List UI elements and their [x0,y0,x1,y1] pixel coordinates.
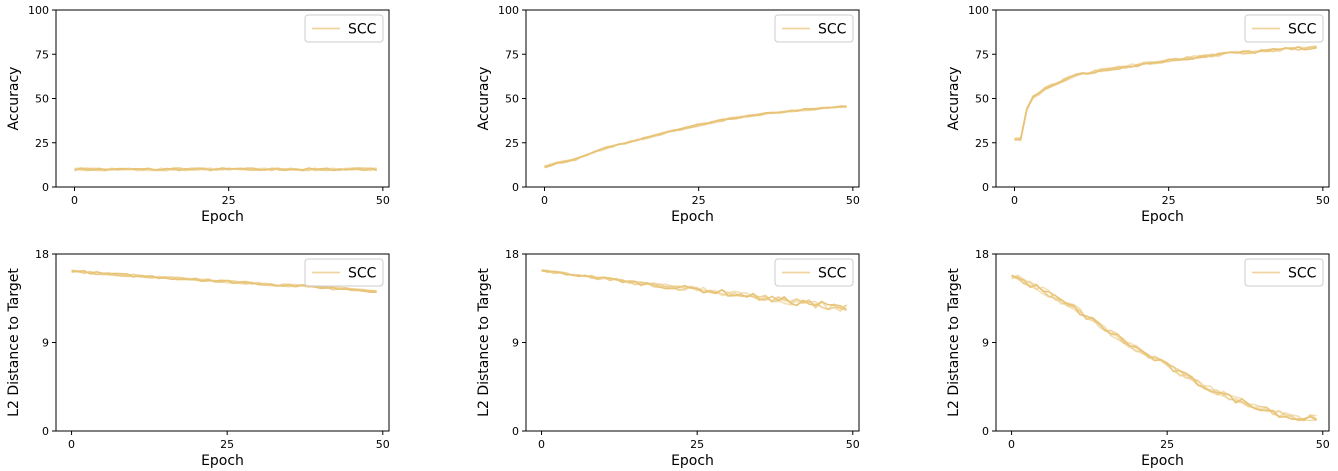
y-tick-label: 9 [982,337,989,350]
y-tick-label: 75 [505,48,519,61]
x-tick-label: 0 [1011,194,1018,207]
y-tick-label: 0 [512,181,519,194]
x-tick-label: 25 [1160,438,1174,451]
x-axis-label: Epoch [671,453,714,469]
x-tick-label: 25 [222,194,236,207]
y-tick-label: 9 [512,337,519,350]
y-tick-label: 50 [975,93,989,106]
y-tick-label: 9 [42,337,49,350]
x-tick-label: 50 [846,438,860,451]
y-tick-label: 0 [982,425,989,438]
x-tick-label: 25 [1162,194,1176,207]
series-line-2-run-5 [544,105,847,168]
series-line-6-run-4 [1011,275,1317,422]
legend-entry: SCC [1288,266,1317,282]
y-tick-label: 0 [982,181,989,194]
chart-panel-1: 0 25 50 0 25 50 75 100 Epoch Accuracy SCC [6,4,390,225]
legend-box [1244,14,1324,43]
y-tick-label: 18 [975,248,989,261]
chart-panel-4: 0 25 50 0 9 18 Epoch L2 Distance to Target SCC [6,248,390,469]
y-tick-label: 0 [42,181,49,194]
x-tick-label: 25 [220,438,234,451]
legend-box [304,14,384,43]
y-axis-label: L2 Distance to Target [476,268,492,417]
x-axis-label: Epoch [1141,453,1184,469]
legend: SCC [1244,258,1324,287]
y-tick-label: 100 [28,4,49,17]
y-tick-label: 75 [975,48,989,61]
legend-entry: SCC [818,22,847,38]
legend: SCC [304,258,384,287]
chart-panel-3: 0 25 50 0 25 50 75 100 Epoch Accuracy SCC [946,4,1330,225]
x-tick-label: 0 [1008,438,1015,451]
y-axis-label: L2 Distance to Target [946,268,962,417]
legend-box [774,258,854,287]
series-line-5-run-5 [541,269,847,312]
y-axis-label: L2 Distance to Target [6,268,22,417]
chart-panel-2: 0 25 50 0 25 50 75 100 Epoch Accuracy SCC [476,4,860,225]
legend-entry: SCC [348,22,377,38]
x-axis-label: Epoch [1141,209,1184,225]
x-tick-label: 50 [1316,438,1330,451]
y-tick-label: 100 [498,4,519,17]
legend-entry: SCC [1288,22,1317,38]
y-tick-label: 25 [505,137,519,150]
legend: SCC [1244,14,1324,43]
series-line-3-run-4 [1014,45,1317,142]
x-axis-label: Epoch [201,209,244,225]
legend: SCC [774,258,854,287]
y-tick-label: 25 [35,137,49,150]
x-tick-label: 0 [68,438,75,451]
x-tick-label: 25 [692,194,706,207]
legend: SCC [774,14,854,43]
series-line-5-run-4 [541,270,847,310]
series-line-4-run-5 [71,269,377,292]
x-axis-label: Epoch [671,209,714,225]
y-tick-label: 25 [975,137,989,150]
series-line-2-run-1 [544,105,847,169]
y-tick-label: 50 [35,93,49,106]
legend-box [304,258,384,287]
x-axis-label: Epoch [201,453,244,469]
chart-panel-5: 0 25 50 0 9 18 Epoch L2 Distance to Target SCC [476,248,860,469]
series-line-1-run-5 [74,167,377,172]
y-axis-label: Accuracy [946,67,962,131]
x-tick-label: 50 [846,194,860,207]
y-tick-label: 18 [505,248,519,261]
y-axis-label: Accuracy [476,67,492,131]
series-line-2-run-4 [544,106,847,167]
y-tick-label: 50 [505,93,519,106]
y-axis-label: Accuracy [6,67,22,131]
series-line-6-run-5 [1011,275,1317,422]
x-tick-label: 0 [541,194,548,207]
y-tick-label: 0 [42,425,49,438]
x-tick-label: 50 [1316,194,1330,207]
legend-entry: SCC [348,266,377,282]
legend-entry: SCC [818,266,847,282]
chart-panel-6: 0 25 50 0 9 18 Epoch L2 Distance to Target SCC [946,248,1330,469]
series-line-2-run-2 [544,106,847,167]
x-tick-label: 50 [376,438,390,451]
x-tick-label: 50 [376,194,390,207]
y-tick-label: 75 [35,48,49,61]
series-line-2-run-3 [544,105,847,168]
x-tick-label: 0 [538,438,545,451]
legend-box [1244,258,1324,287]
y-tick-label: 0 [512,425,519,438]
y-tick-label: 18 [35,248,49,261]
series-line-3-run-5 [1014,45,1317,141]
legend: SCC [304,14,384,43]
x-tick-label: 25 [690,438,704,451]
legend-box [774,14,854,43]
y-tick-label: 100 [968,4,989,17]
x-tick-label: 0 [71,194,78,207]
